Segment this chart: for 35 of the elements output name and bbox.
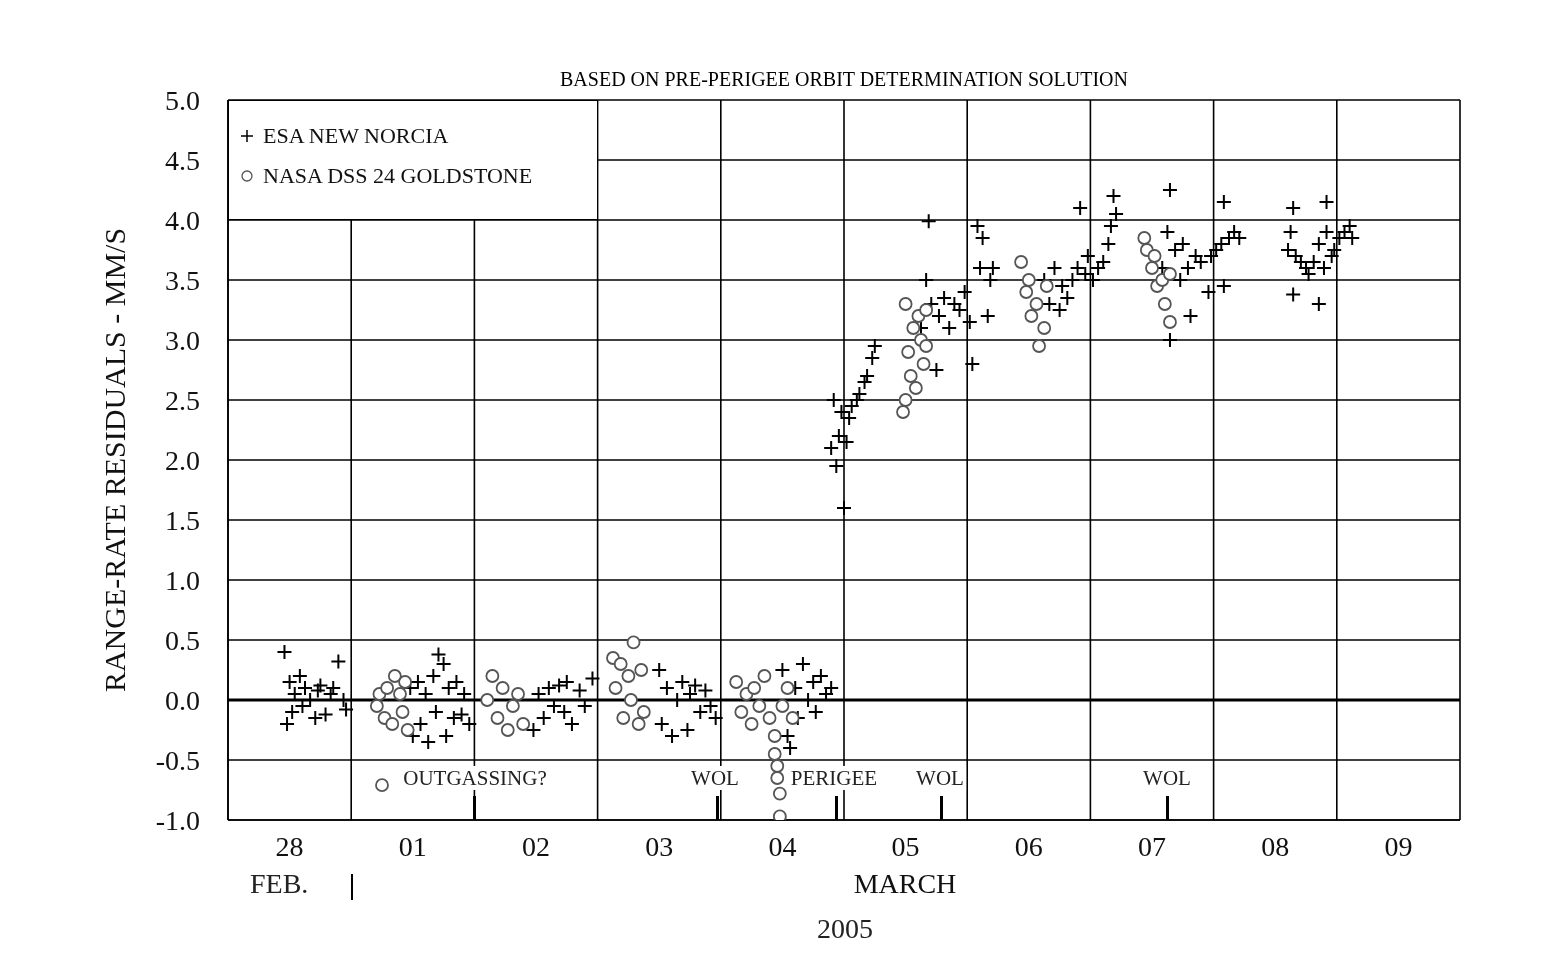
text: FEB.: [250, 868, 309, 900]
text: 2005: [817, 913, 873, 945]
x-tick-label: 07: [1138, 830, 1166, 862]
y-tick-label: 2.5: [165, 384, 200, 416]
chart-title: BASED ON PRE-PERIGEE ORBIT DETERMINATION SOLUTION: [559, 68, 1129, 91]
y-axis-title: RANGE-RATE RESIDUALS - MM/S: [97, 227, 131, 693]
legend-label: ESA NEW NORCIA: [263, 123, 449, 149]
x-axis-title: MARCH: [852, 868, 958, 900]
y-tick-label: 4.0: [165, 204, 200, 236]
y-tick-label: -1.0: [155, 804, 200, 836]
x-tick-label: 06: [1014, 830, 1043, 862]
y-tick-label: 3.5: [165, 264, 200, 296]
y-tick-label: 1.5: [165, 504, 200, 536]
y-tick-label: 3.0: [165, 324, 200, 356]
y-tick-label: 0.5: [165, 624, 200, 656]
legend-label: NASA DSS 24 GOLDSTONE: [263, 163, 533, 189]
annotation: WOL: [1141, 766, 1193, 790]
x-tick-label: 02: [522, 830, 550, 862]
y-tick-label: 4.5: [165, 144, 200, 176]
x-tick-label: 01: [398, 830, 427, 862]
y-tick-label: 1.0: [165, 564, 200, 596]
y-tick-label: -0.5: [155, 744, 200, 776]
annotation: PERIGEE: [788, 766, 880, 790]
x-tick-label: 05: [891, 830, 920, 862]
x-tick-label: 04: [768, 830, 797, 862]
x-tick-label: 08: [1261, 830, 1290, 862]
x-tick-label: 09: [1384, 830, 1413, 862]
y-tick-label: 5.0: [165, 84, 200, 116]
annotation: WOL: [689, 766, 741, 790]
annotation: OUTGASSING?: [401, 766, 549, 790]
annotation: WOL: [914, 766, 966, 790]
y-tick-label: 0.0: [165, 684, 200, 716]
y-tick-label: 2.0: [165, 444, 200, 476]
x-tick-label: 03: [645, 830, 674, 862]
x-tick-label: 28: [275, 830, 304, 862]
